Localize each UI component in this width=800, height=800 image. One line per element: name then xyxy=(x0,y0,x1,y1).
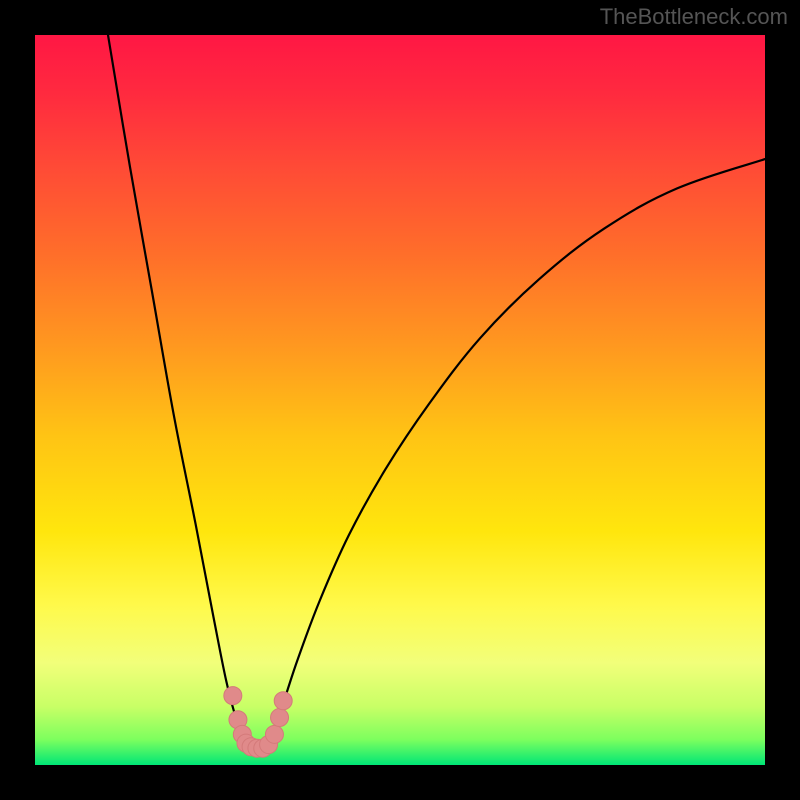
data-marker xyxy=(274,692,292,710)
chart-frame: TheBottleneck.com xyxy=(0,0,800,800)
data-marker xyxy=(265,725,283,743)
watermark-text: TheBottleneck.com xyxy=(600,4,788,30)
data-marker xyxy=(224,687,242,705)
bottleneck-chart xyxy=(0,0,800,800)
data-marker xyxy=(271,709,289,727)
gradient-panel xyxy=(35,35,765,765)
